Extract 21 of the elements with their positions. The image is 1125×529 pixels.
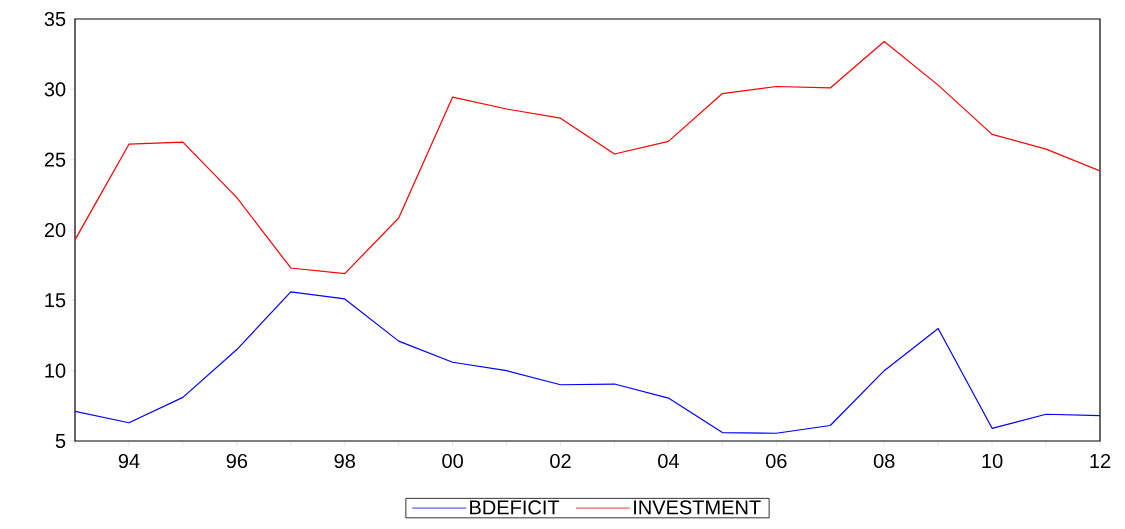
line-series bbox=[75, 291, 1100, 434]
line-series bbox=[75, 40, 1100, 275]
legend-label: BDEFICIT bbox=[470, 500, 560, 515]
x-tick-label: 98 bbox=[334, 453, 355, 469]
x-tick-label: 06 bbox=[765, 453, 787, 469]
x-tick-label: 00 bbox=[442, 453, 463, 469]
y-tick-label: 30 bbox=[44, 82, 66, 97]
y-tick-label: 10 bbox=[45, 363, 66, 378]
legend-label: INVESTMENT bbox=[634, 500, 761, 515]
y-tick-label: 5 bbox=[55, 434, 66, 448]
y-tick-label: 15 bbox=[45, 293, 66, 308]
y-tick-label: 35 bbox=[44, 11, 66, 27]
x-tick-label: 12 bbox=[1090, 453, 1111, 468]
x-tick-label: 94 bbox=[118, 453, 140, 469]
x-tick-label: 96 bbox=[226, 453, 248, 469]
x-tick-label: 04 bbox=[658, 453, 679, 469]
y-tick-label: 20 bbox=[44, 222, 66, 238]
x-tick-label: 08 bbox=[873, 453, 895, 469]
y-tick-label: 25 bbox=[44, 152, 66, 167]
x-tick-label: 02 bbox=[550, 453, 571, 469]
x-tick-label: 10 bbox=[982, 453, 1003, 469]
